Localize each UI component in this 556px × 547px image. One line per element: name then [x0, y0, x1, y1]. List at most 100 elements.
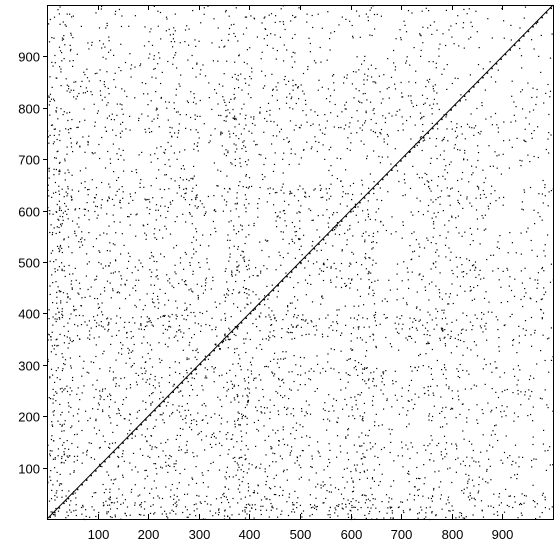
- scatter-point: [518, 466, 520, 468]
- scatter-point: [475, 209, 478, 211]
- scatter-point: [372, 81, 374, 83]
- scatter-point: [149, 269, 151, 271]
- scatter-point: [354, 418, 356, 420]
- scatter-point: [528, 123, 530, 125]
- scatter-point: [456, 345, 458, 348]
- scatter-point: [302, 314, 304, 316]
- scatter-point: [116, 103, 118, 105]
- scatter-point: [326, 490, 328, 492]
- scatter-point: [234, 426, 236, 428]
- scatter-point: [316, 250, 318, 252]
- scatter-point: [59, 423, 61, 425]
- scatter-point: [458, 45, 460, 47]
- scatter-point: [182, 395, 184, 397]
- scatter-point: [213, 195, 215, 197]
- scatter-point: [129, 193, 131, 195]
- scatter-point: [246, 332, 248, 334]
- scatter-point: [411, 446, 414, 448]
- scatter-point: [364, 122, 366, 124]
- scatter-point: [179, 373, 181, 375]
- scatter-point: [197, 323, 200, 325]
- scatter-point: [109, 367, 111, 369]
- scatter-point: [532, 436, 534, 438]
- scatter-point: [278, 440, 280, 442]
- scatter-point: [245, 124, 247, 126]
- scatter-point: [531, 459, 533, 462]
- scatter-point: [159, 414, 161, 416]
- scatter-point: [334, 487, 337, 489]
- scatter-point: [414, 403, 416, 405]
- scatter-point: [381, 381, 383, 383]
- scatter-point: [362, 420, 364, 422]
- scatter-point: [308, 479, 310, 481]
- scatter-point: [279, 217, 281, 219]
- scatter-point: [132, 452, 135, 454]
- scatter-point: [445, 384, 447, 386]
- scatter-point: [396, 316, 398, 318]
- scatter-point: [164, 174, 166, 176]
- scatter-point: [196, 348, 198, 350]
- scatter-point: [200, 431, 202, 433]
- scatter-point: [134, 484, 136, 486]
- scatter-point: [54, 54, 56, 57]
- scatter-point: [169, 233, 172, 235]
- scatter-point: [195, 129, 197, 131]
- scatter-point: [151, 255, 153, 257]
- scatter-point: [392, 517, 394, 519]
- scatter-point: [453, 43, 455, 45]
- scatter-point: [270, 502, 272, 505]
- scatter-point: [347, 381, 349, 383]
- scatter-point: [409, 151, 411, 153]
- scatter-point: [396, 288, 398, 290]
- scatter-point: [182, 179, 184, 181]
- scatter-point: [460, 463, 462, 465]
- scatter-point: [115, 478, 117, 480]
- scatter-point: [345, 372, 347, 374]
- scatter-point: [67, 322, 69, 324]
- scatter-point: [412, 321, 414, 323]
- scatter-point: [54, 467, 56, 469]
- scatter-point: [48, 318, 50, 320]
- scatter-point: [86, 253, 88, 255]
- scatter-point: [122, 121, 124, 123]
- scatter-point: [139, 299, 141, 301]
- scatter-point: [474, 314, 476, 316]
- scatter-point: [332, 329, 334, 331]
- scatter-point: [484, 325, 486, 327]
- scatter-point: [332, 245, 334, 247]
- scatter-point: [360, 363, 362, 365]
- scatter-point: [239, 113, 241, 115]
- scatter-point: [244, 509, 246, 511]
- scatter-point: [550, 134, 552, 136]
- scatter-point: [207, 470, 209, 472]
- scatter-point: [371, 493, 373, 496]
- scatter-point: [59, 171, 61, 173]
- scatter-point: [264, 471, 266, 473]
- scatter-point: [242, 510, 244, 512]
- scatter-point: [83, 360, 85, 362]
- scatter-point: [218, 509, 220, 511]
- scatter-point: [142, 378, 144, 380]
- scatter-point: [85, 509, 87, 511]
- scatter-point: [513, 496, 516, 498]
- scatter-point: [240, 469, 242, 471]
- scatter-point: [539, 516, 541, 518]
- scatter-point: [74, 434, 76, 436]
- scatter-point: [59, 6, 61, 8]
- scatter-point: [261, 412, 263, 414]
- scatter-point: [163, 256, 165, 258]
- scatter-point: [409, 335, 411, 338]
- scatter-point: [400, 39, 402, 41]
- scatter-point: [432, 223, 435, 225]
- scatter-point: [361, 419, 363, 421]
- scatter-point: [242, 251, 244, 253]
- scatter-point: [95, 433, 98, 435]
- scatter-point: [531, 466, 533, 468]
- scatter-point: [76, 433, 78, 435]
- scatter-point: [491, 388, 493, 390]
- scatter-point: [448, 29, 450, 31]
- scatter-point: [142, 454, 144, 456]
- scatter-point: [281, 458, 283, 460]
- scatter-point: [345, 506, 347, 508]
- scatter-point: [108, 406, 110, 408]
